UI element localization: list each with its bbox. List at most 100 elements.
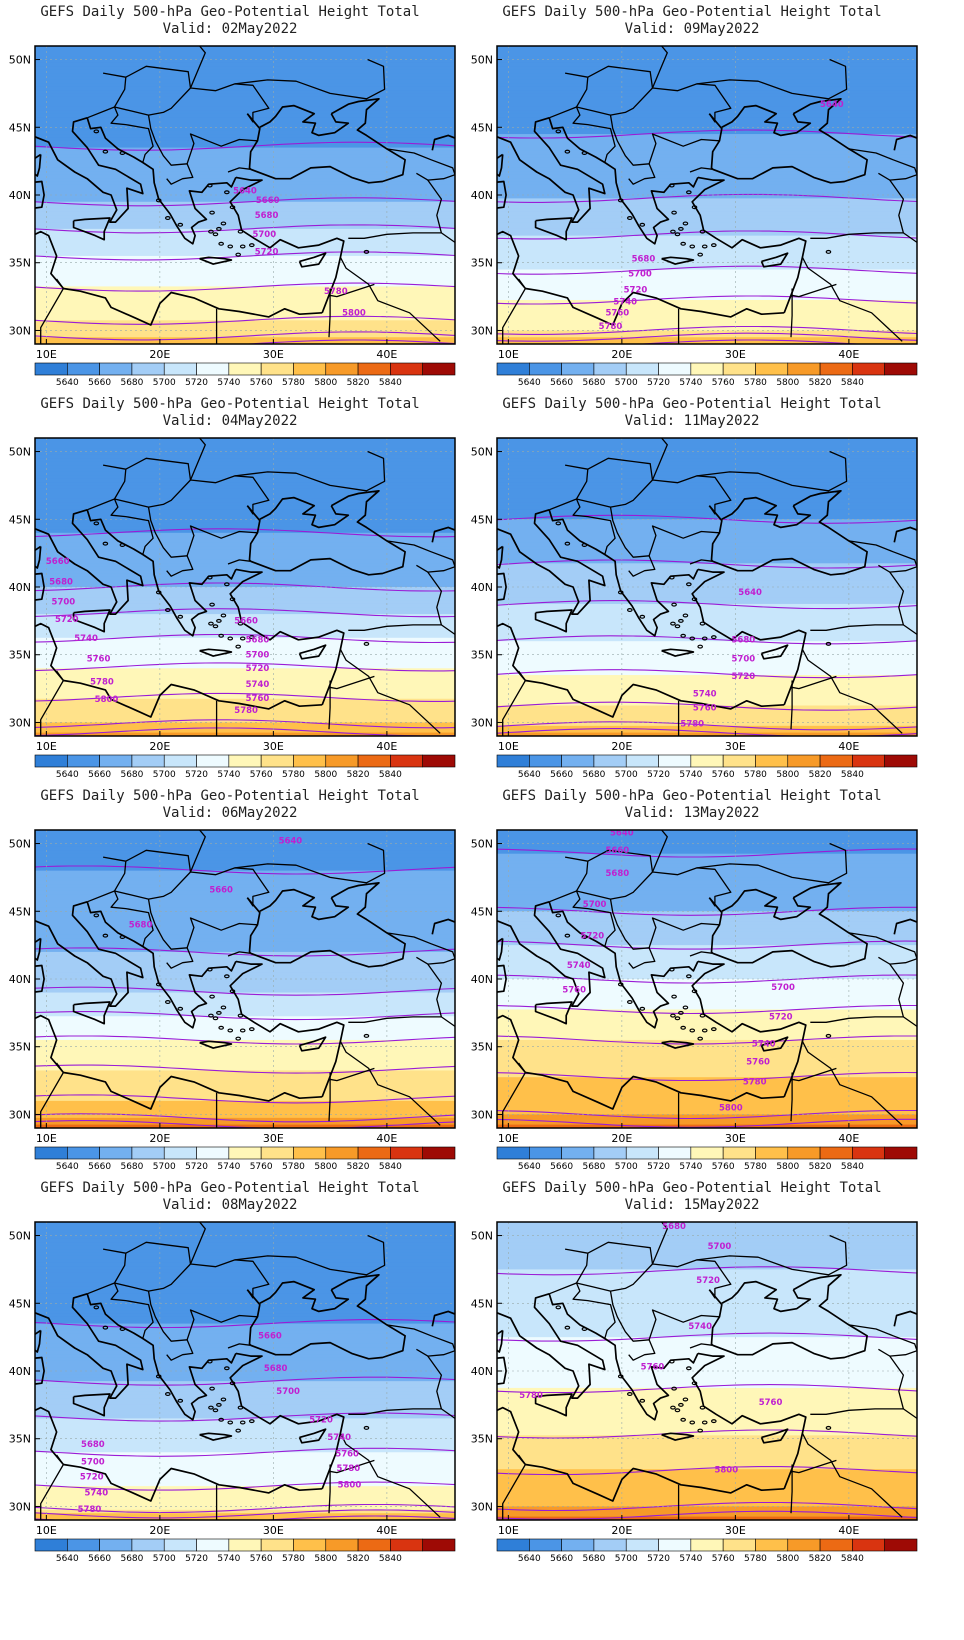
height-band [497, 664, 917, 669]
coastline [548, 117, 699, 245]
lon-tick-label: 30E [263, 348, 284, 361]
height-band [35, 1496, 455, 1501]
height-band [497, 509, 917, 514]
island [218, 633, 224, 638]
coastline [497, 937, 504, 961]
island [689, 244, 696, 249]
country-border [564, 856, 589, 892]
lat-tick-label: 45N [471, 905, 493, 918]
height-band [35, 712, 455, 717]
height-band [497, 1354, 917, 1359]
country-border [801, 1041, 903, 1126]
island [627, 1392, 633, 1397]
contour-label: 5780 [90, 678, 114, 688]
contour-label: 5700 [81, 1457, 105, 1467]
height-band [35, 1245, 455, 1250]
height-band [497, 563, 917, 568]
height-band [497, 1428, 917, 1433]
island [678, 1010, 684, 1015]
colorbar-swatch [228, 362, 262, 376]
colorbar-label: 5820 [809, 1554, 832, 1564]
height-band [497, 890, 917, 895]
country-border [848, 148, 917, 181]
coastline [708, 113, 723, 170]
height-band [35, 1435, 455, 1440]
height-band [497, 830, 917, 834]
height-band [35, 1357, 455, 1362]
coastline [35, 900, 144, 1007]
colorbar-swatch [293, 754, 327, 768]
height-band [35, 225, 455, 230]
island [220, 613, 227, 618]
height-band [497, 1330, 917, 1335]
height-band [497, 1070, 917, 1075]
island [177, 1006, 184, 1011]
island [155, 982, 162, 987]
contour-line [35, 1094, 455, 1104]
country-border [189, 1222, 206, 1265]
colorbar-label: 5780 [744, 1554, 767, 1564]
coastline [893, 526, 917, 543]
coastline [298, 1428, 327, 1444]
island [235, 644, 241, 649]
height-band [497, 712, 917, 717]
lat-tick-label: 35N [471, 257, 493, 270]
height-band [35, 1489, 455, 1494]
height-band [497, 846, 917, 851]
island [691, 1381, 698, 1386]
height-band [497, 174, 917, 179]
height-band [497, 144, 917, 149]
colorbar-swatch [884, 1538, 918, 1552]
height-band [35, 69, 455, 74]
country-border [889, 179, 905, 234]
colorbar-swatch [34, 362, 68, 376]
height-band [497, 972, 917, 977]
colorbar-swatch [357, 1538, 391, 1552]
height-band [497, 215, 917, 220]
lat-tick-label: 30N [9, 324, 31, 337]
contour-line [497, 940, 917, 950]
height-band [35, 337, 455, 342]
colorbar-swatch [325, 754, 359, 768]
height-band [35, 911, 455, 916]
height-band [497, 1360, 917, 1365]
height-band [35, 705, 455, 710]
height-band [497, 1387, 917, 1392]
country-border [502, 670, 527, 736]
contour-label: 5660 [256, 196, 280, 206]
coastline [86, 901, 237, 1029]
coastline [35, 1014, 323, 1110]
height-band [35, 962, 455, 967]
height-band [35, 198, 455, 203]
country-border [587, 1241, 654, 1265]
height-band [35, 458, 455, 463]
island [825, 641, 832, 646]
island [208, 1405, 214, 1410]
height-band [35, 840, 455, 845]
lat-tick-label: 45N [471, 121, 493, 134]
island [581, 543, 588, 548]
height-band [497, 181, 917, 186]
coastline [431, 1310, 455, 1327]
country-border [696, 1234, 848, 1276]
height-band [35, 259, 455, 264]
country-border [348, 1408, 455, 1419]
coastline [35, 180, 45, 209]
height-band [35, 1050, 455, 1055]
height-band [497, 1347, 917, 1352]
height-band [35, 863, 455, 868]
country-border [227, 167, 251, 173]
height-band [35, 556, 455, 561]
height-band [497, 1364, 917, 1369]
coastline [534, 609, 573, 633]
height-band [497, 590, 917, 595]
coastline [712, 1273, 868, 1360]
colorbar-label: 5820 [347, 770, 370, 780]
island [671, 210, 677, 215]
height-band [35, 1384, 455, 1389]
island [680, 241, 686, 246]
coastline [497, 153, 504, 177]
height-band [35, 975, 455, 980]
country-border [186, 133, 258, 165]
height-band [497, 1357, 917, 1362]
